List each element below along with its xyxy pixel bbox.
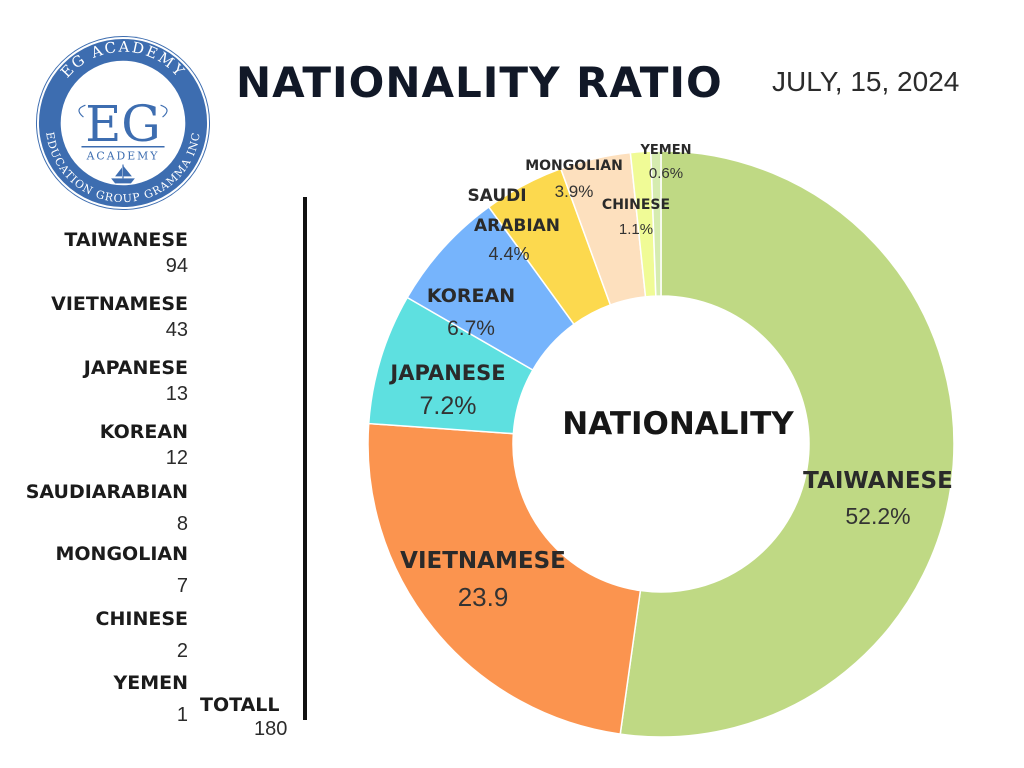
legend-count: 8: [176, 513, 188, 535]
slice-percent-label: 7.2%: [420, 392, 477, 420]
legend-name: SAUDIARABIAN: [25, 481, 188, 503]
legend-count: 43: [165, 319, 188, 341]
slice-percent-label: 1.1%: [619, 221, 653, 238]
slice-name-label: YEMEN: [640, 143, 692, 158]
slice-percent-label: 52.2%: [845, 503, 910, 529]
legend-count: 12: [165, 447, 188, 469]
legend-item-saudiarabian: SAUDIARABIAN 8: [26, 480, 188, 536]
logo-subtitle: ACADEMY: [86, 150, 160, 163]
legend-name: CHINESE: [95, 608, 188, 630]
total-label: TOTALL: [200, 694, 280, 716]
donut-slice-taiwanese: [619, 150, 955, 738]
slice-percent-label: 23.9: [458, 582, 509, 612]
slice-name-label: JAPANESE: [388, 361, 505, 385]
legend-item-vietnamese: VIETNAMESE 43: [51, 292, 188, 342]
legend-item-yemen: YEMEN 1: [113, 671, 188, 727]
slice-name-label: VIETNAMESE: [400, 548, 566, 574]
legend-item-chinese: CHINESE 2: [96, 607, 188, 663]
legend-count: 13: [165, 383, 188, 405]
logo-ornament-left: [78, 104, 86, 118]
legend-name: TAIWANESE: [64, 229, 188, 251]
legend-name: KOREAN: [99, 421, 188, 443]
legend-name: YEMEN: [113, 672, 188, 694]
slice-name-label: CHINESE: [602, 197, 670, 213]
slice-percent-label: 6.7%: [447, 317, 495, 340]
legend-name: MONGOLIAN: [55, 543, 189, 565]
slice-name-label: SAUDI: [467, 186, 526, 206]
legend-name: VIETNAMESE: [51, 293, 188, 315]
donut-slices: [367, 150, 955, 738]
slice-percent-label: 3.9%: [555, 182, 594, 201]
legend-count: 2: [176, 640, 188, 662]
legend-item-korean: KOREAN 12: [100, 420, 188, 470]
slice-name-label: KOREAN: [427, 285, 515, 307]
legend-item-japanese: JAPANESE 13: [84, 356, 188, 406]
donut-center-label: NATIONALITY: [562, 406, 794, 442]
legend-count: 94: [165, 255, 188, 277]
legend-item-taiwanese: TAIWANESE 94: [64, 228, 188, 278]
eg-academy-logo: EG ACADEMY EDUCATION GROUP GRAMMA INC EG…: [35, 35, 211, 211]
slice-name-label: MONGOLIAN: [525, 158, 623, 174]
donut-slice-yemen: [649, 150, 662, 297]
donut-slice-vietnamese: [367, 422, 642, 735]
slice-name-label: TAIWANESE: [803, 468, 953, 494]
divider-line: [303, 197, 307, 720]
logo-ornament-right: [160, 104, 168, 118]
slice-percent-label: 0.6%: [649, 165, 683, 182]
total-value: 180: [254, 718, 288, 740]
slice-name-label: ARABIAN: [474, 216, 560, 236]
date-label: JULY, 15, 2024: [772, 66, 960, 97]
slice-percent-label: 4.4%: [488, 244, 529, 264]
legend-item-mongolian: MONGOLIAN 7: [56, 542, 189, 598]
legend-count: 7: [176, 575, 188, 597]
legend-count: 1: [176, 704, 188, 726]
logo-monogram: EG: [85, 95, 161, 153]
legend-name: JAPANESE: [83, 357, 188, 379]
page-title: NATIONALITY RATIO: [236, 58, 723, 107]
donut-labels: TAIWANESE 52.2% VIETNAMESE 23.9 JAPANESE 7.2%…: [388, 143, 952, 612]
